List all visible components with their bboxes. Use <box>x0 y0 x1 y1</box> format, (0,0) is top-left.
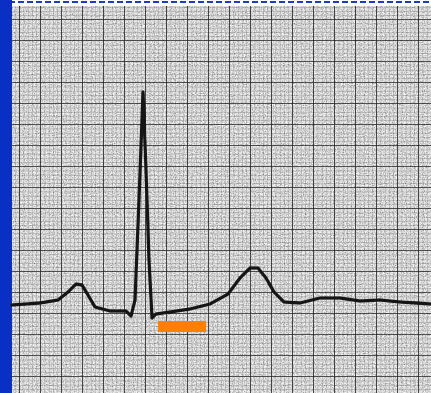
ecg-image <box>0 0 431 393</box>
page <box>0 0 431 393</box>
orange-marker <box>158 321 206 332</box>
left-bar <box>0 0 12 393</box>
major-grid <box>12 6 431 393</box>
